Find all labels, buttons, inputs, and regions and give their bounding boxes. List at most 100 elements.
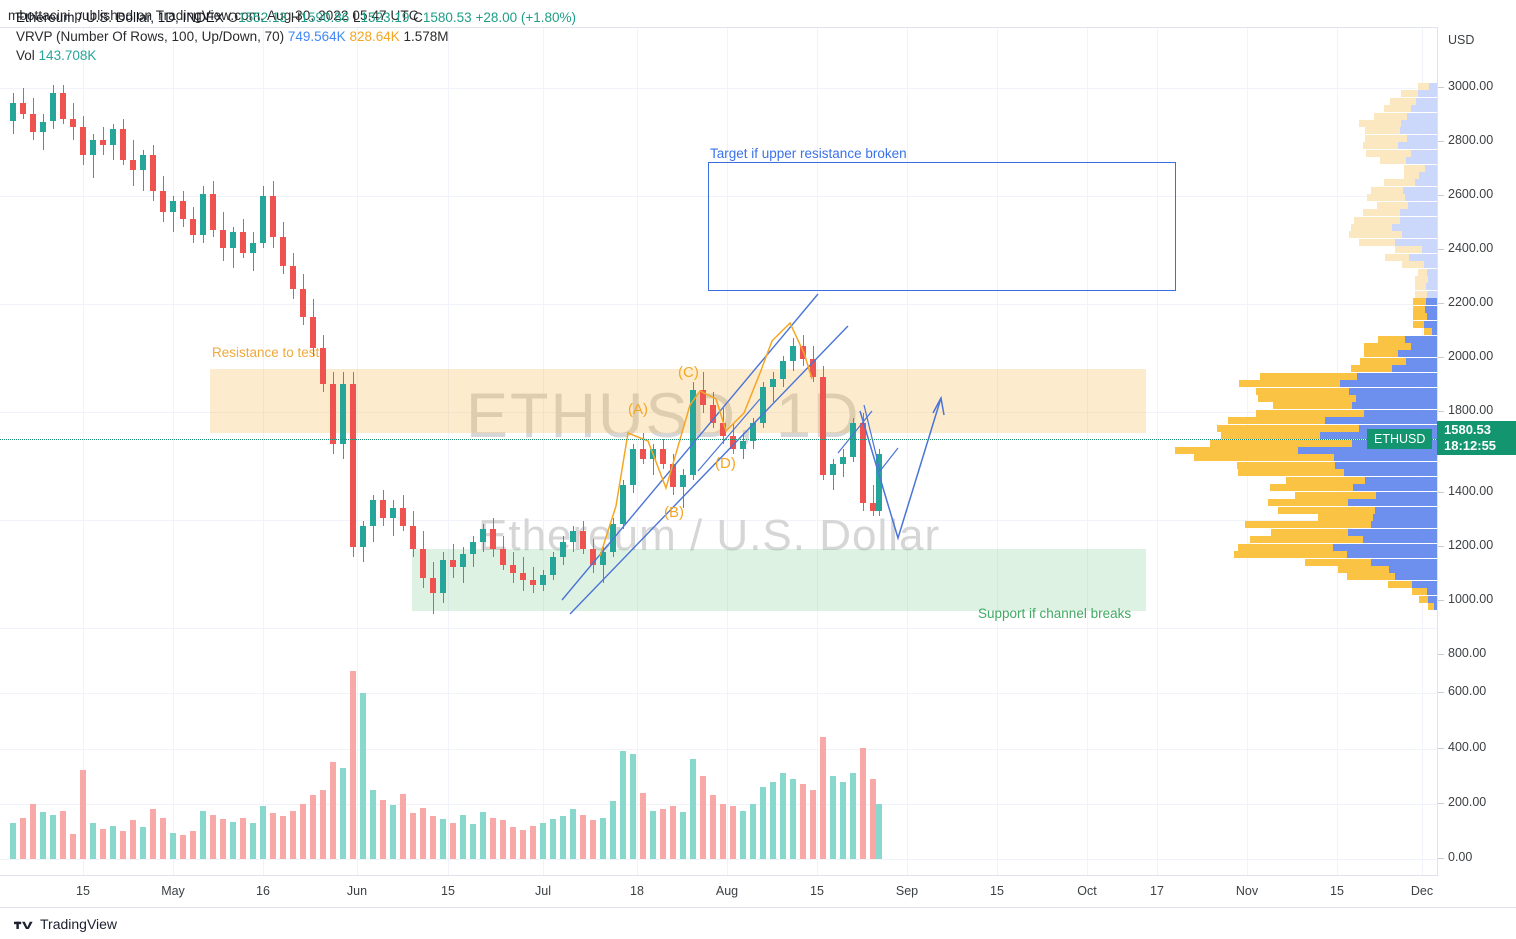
volume-profile [0,28,1437,875]
wave-label-b: (B) [664,504,684,521]
current-price-badge[interactable]: 1580.53 18:12:55 [1437,421,1516,455]
price-axis-tick-mark [1438,600,1444,601]
candle-body [840,456,847,465]
candle-body [200,193,207,235]
candle-body [540,575,547,586]
time-axis-tick: 15 [810,884,824,898]
volume-profile-row [1374,112,1437,120]
volume-profile-down-segment [1358,238,1395,246]
volume-bar [520,829,527,859]
volume-profile-down-segment [1385,253,1409,261]
candle-body [720,423,727,436]
volume-profile-row [1383,179,1437,187]
volume-bar [820,737,827,859]
volume-bar [130,820,137,859]
volume-axis-tick-mark [1438,858,1444,859]
candle-body [876,453,883,511]
candle-body [330,384,337,444]
volume-bar [170,832,177,859]
current-price-value: 1580.53 [1444,422,1491,437]
volume-profile-row [1271,528,1437,536]
volume-profile-up-segment [1398,350,1437,358]
candle-wick [832,459,834,491]
volume-profile-down-segment [1256,387,1349,395]
volume-profile-up-segment [1339,380,1437,388]
candle-body [30,113,37,132]
volume-profile-row [1371,186,1437,194]
volume-profile-up-segment [1419,171,1437,179]
candle-body [490,528,497,550]
volume-profile-up-segment [1411,342,1437,350]
volume-profile-up-segment [1403,186,1437,194]
volume-profile-down-segment [1259,372,1358,380]
volume-axis-tick-mark [1438,748,1444,749]
chart-pane[interactable]: ETHUSD, 1D Ethereum / U.S. Dollar Resist… [0,27,1516,876]
target-rectangle[interactable] [708,162,1176,291]
volume-profile-row [1385,253,1437,261]
volume-profile-up-segment [1427,595,1437,603]
volume-profile-row [1417,268,1437,276]
resistance-zone-label: Resistance to test [212,345,320,360]
candle-wick [142,149,144,192]
candle-body [660,448,667,465]
volume-bar [210,814,217,859]
volume-profile-row [1358,238,1437,246]
price-axis-tick: 2200.00 [1448,295,1494,309]
candle-body [590,549,597,565]
volume-profile-up-segment [1347,499,1437,507]
volume-profile-up-segment [1426,588,1437,596]
volume-profile-down-segment [1383,179,1416,187]
volume-profile-up-segment [1423,261,1437,269]
volume-profile-up-segment [1408,201,1437,209]
volume-profile-down-segment [1216,424,1359,432]
price-axis-tick-mark [1438,492,1444,493]
volume-profile-row [1256,387,1437,395]
tradingview-logo[interactable]: TradingView [14,916,117,932]
volume-bar [300,803,307,859]
volume-bar [290,810,297,859]
volume-bar [690,759,697,859]
volume-profile-down-segment [1337,566,1390,573]
grid-line-vertical [263,28,264,875]
grid-line-vertical [83,28,84,875]
volume-bar [600,817,607,859]
volume-profile-up-segment [1352,402,1437,410]
grid-line-vertical [1087,28,1088,875]
volume-profile-up-segment [1408,253,1437,261]
volume-profile-up-segment [1422,246,1437,254]
volume-profile-up-segment [1372,513,1437,521]
wave-label-d: (D) [715,455,736,472]
volume-bar [160,817,167,859]
grid-line-horizontal [0,628,1437,629]
tradingview-logo-text: TradingView [40,916,118,932]
volume-bar [370,789,377,859]
volume-profile-down-segment [1395,246,1423,254]
volume-bar [50,814,57,859]
volume-histogram [0,28,1437,875]
grid-line-vertical [173,28,174,875]
volume-profile-up-segment [1392,365,1437,373]
candle-body [190,219,197,235]
volume-bar [840,781,847,859]
volume-profile-up-segment [1362,536,1437,544]
price-axis-tick: 1200.00 [1448,538,1494,552]
volume-profile-row [1377,201,1437,209]
volume-profile-down-segment [1359,119,1401,127]
volume-bar [580,814,587,859]
chart-plot-area[interactable]: ETHUSD, 1D Ethereum / U.S. Dollar Resist… [0,28,1437,875]
volume-profile-row [1364,134,1437,142]
volume-bar [640,792,647,859]
volume-bar [70,834,77,859]
wave-label-c: (C) [678,364,699,381]
volume-profile-row [1245,521,1437,529]
candle-body [580,531,587,550]
time-axis[interactable]: 15 May 16 Jun 15 Jul 18 Aug 15 Sep 15 Oct 17 Nov 15 Dec [0,876,1516,908]
volume-bar [560,816,567,859]
volume-bar [460,814,467,859]
resistance-zone [210,369,1146,433]
volume-profile-down-segment [1364,342,1412,350]
volume-profile-down-segment [1194,454,1335,462]
time-axis-tick: Nov [1235,884,1259,898]
candle-body [730,435,737,449]
